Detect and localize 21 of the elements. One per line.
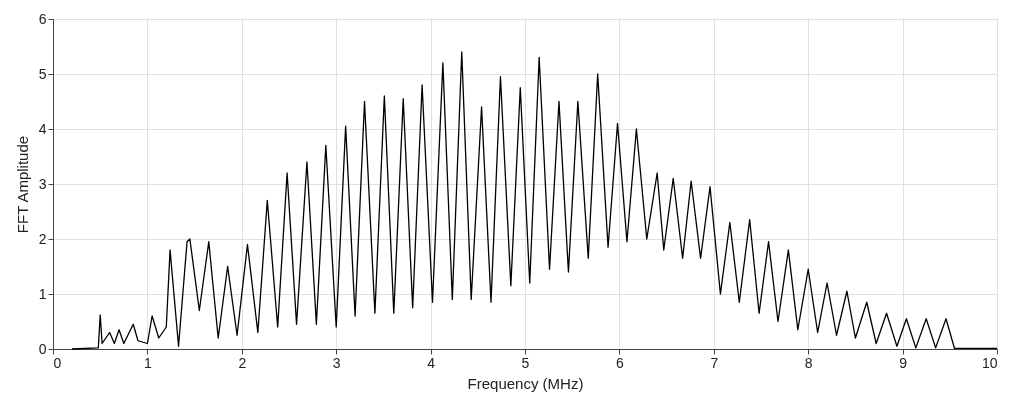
x-tick-label: 5 [521, 354, 530, 371]
y-tick-label: 6 [38, 10, 47, 27]
y-tick-label: 1 [38, 285, 47, 302]
x-tick-label: 10 [981, 354, 998, 371]
x-tick-label: 4 [427, 354, 436, 371]
x-tick-label: 0 [53, 354, 62, 371]
y-tick-label: 0 [38, 340, 47, 357]
y-tick-label: 4 [38, 120, 47, 137]
y-axis-title: FFT Amplitude [13, 135, 31, 234]
x-axis-title: Frequency (MHz) [467, 374, 584, 392]
x-tick-label: 9 [899, 354, 908, 371]
x-tick-label: 2 [238, 354, 247, 371]
y-tick-label: 2 [38, 230, 47, 247]
x-tick-label: 1 [144, 354, 152, 371]
x-tick-label: 8 [804, 354, 813, 371]
y-tick-label: 3 [38, 175, 47, 192]
y-tick-label: 5 [38, 65, 47, 82]
x-tick-label: 7 [710, 354, 719, 371]
line-series [71, 51, 998, 350]
x-tick-label: 3 [332, 354, 341, 371]
x-tick-label: 6 [616, 354, 624, 371]
